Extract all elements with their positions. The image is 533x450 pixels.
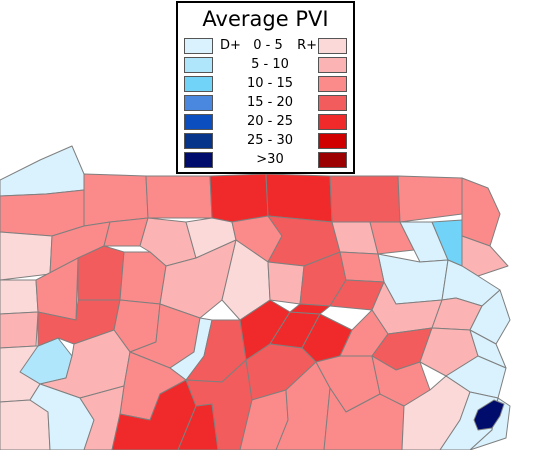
county-beaver — [0, 311, 39, 349]
county-bradford — [329, 175, 401, 223]
legend-dem-swatch — [184, 152, 213, 168]
legend-rep-swatch — [318, 114, 347, 130]
county-union — [267, 261, 305, 305]
county-philadelphia — [473, 399, 505, 431]
county-wayne — [461, 177, 501, 247]
legend: Average PVI D+ R+ 0 - 5 5 - 10 10 - 15 1… — [176, 1, 355, 174]
legend-rep-header: R+ — [297, 38, 317, 53]
county-erie — [0, 145, 85, 197]
legend-dem-swatch — [184, 95, 213, 111]
county-westmoreland-south — [79, 385, 125, 450]
county-franklin — [185, 359, 253, 450]
legend-dem-swatch — [184, 114, 213, 130]
legend-dem-swatch — [184, 133, 213, 149]
legend-rep-swatch — [318, 38, 347, 54]
legend-rep-swatch — [318, 152, 347, 168]
legend-range-label: 20 - 25 — [246, 114, 294, 129]
county-mercer — [0, 231, 53, 281]
legend-dem-swatch — [184, 76, 213, 92]
county-crawford — [0, 189, 85, 237]
county-warren — [83, 173, 149, 227]
legend-dem-swatch — [184, 38, 213, 54]
county-potter — [209, 173, 269, 223]
county-tioga — [265, 173, 333, 223]
county-mckean — [145, 175, 213, 219]
county-northampton — [469, 289, 511, 345]
legend-range-label: 15 - 20 — [246, 95, 294, 110]
legend-rep-swatch — [318, 133, 347, 149]
legend-title: Average PVI — [202, 7, 329, 31]
legend-dem-swatch — [184, 57, 213, 73]
legend-range-label: 10 - 15 — [246, 76, 294, 91]
county-susquehanna — [397, 175, 463, 223]
legend-rep-swatch — [318, 57, 347, 73]
county-jefferson — [119, 251, 167, 305]
legend-dem-header: D+ — [220, 38, 241, 53]
legend-rep-swatch — [318, 76, 347, 92]
legend-range-label: 0 - 5 — [253, 38, 283, 53]
county-snyder — [289, 303, 331, 315]
county-lawrence — [0, 279, 39, 315]
county-pike — [461, 235, 509, 277]
legend-range-label: 25 - 30 — [246, 133, 294, 148]
legend-range-label: >30 — [256, 152, 284, 167]
legend-range-label: 5 - 10 — [251, 57, 289, 72]
county-columbia — [339, 251, 385, 283]
legend-rep-swatch — [318, 95, 347, 111]
